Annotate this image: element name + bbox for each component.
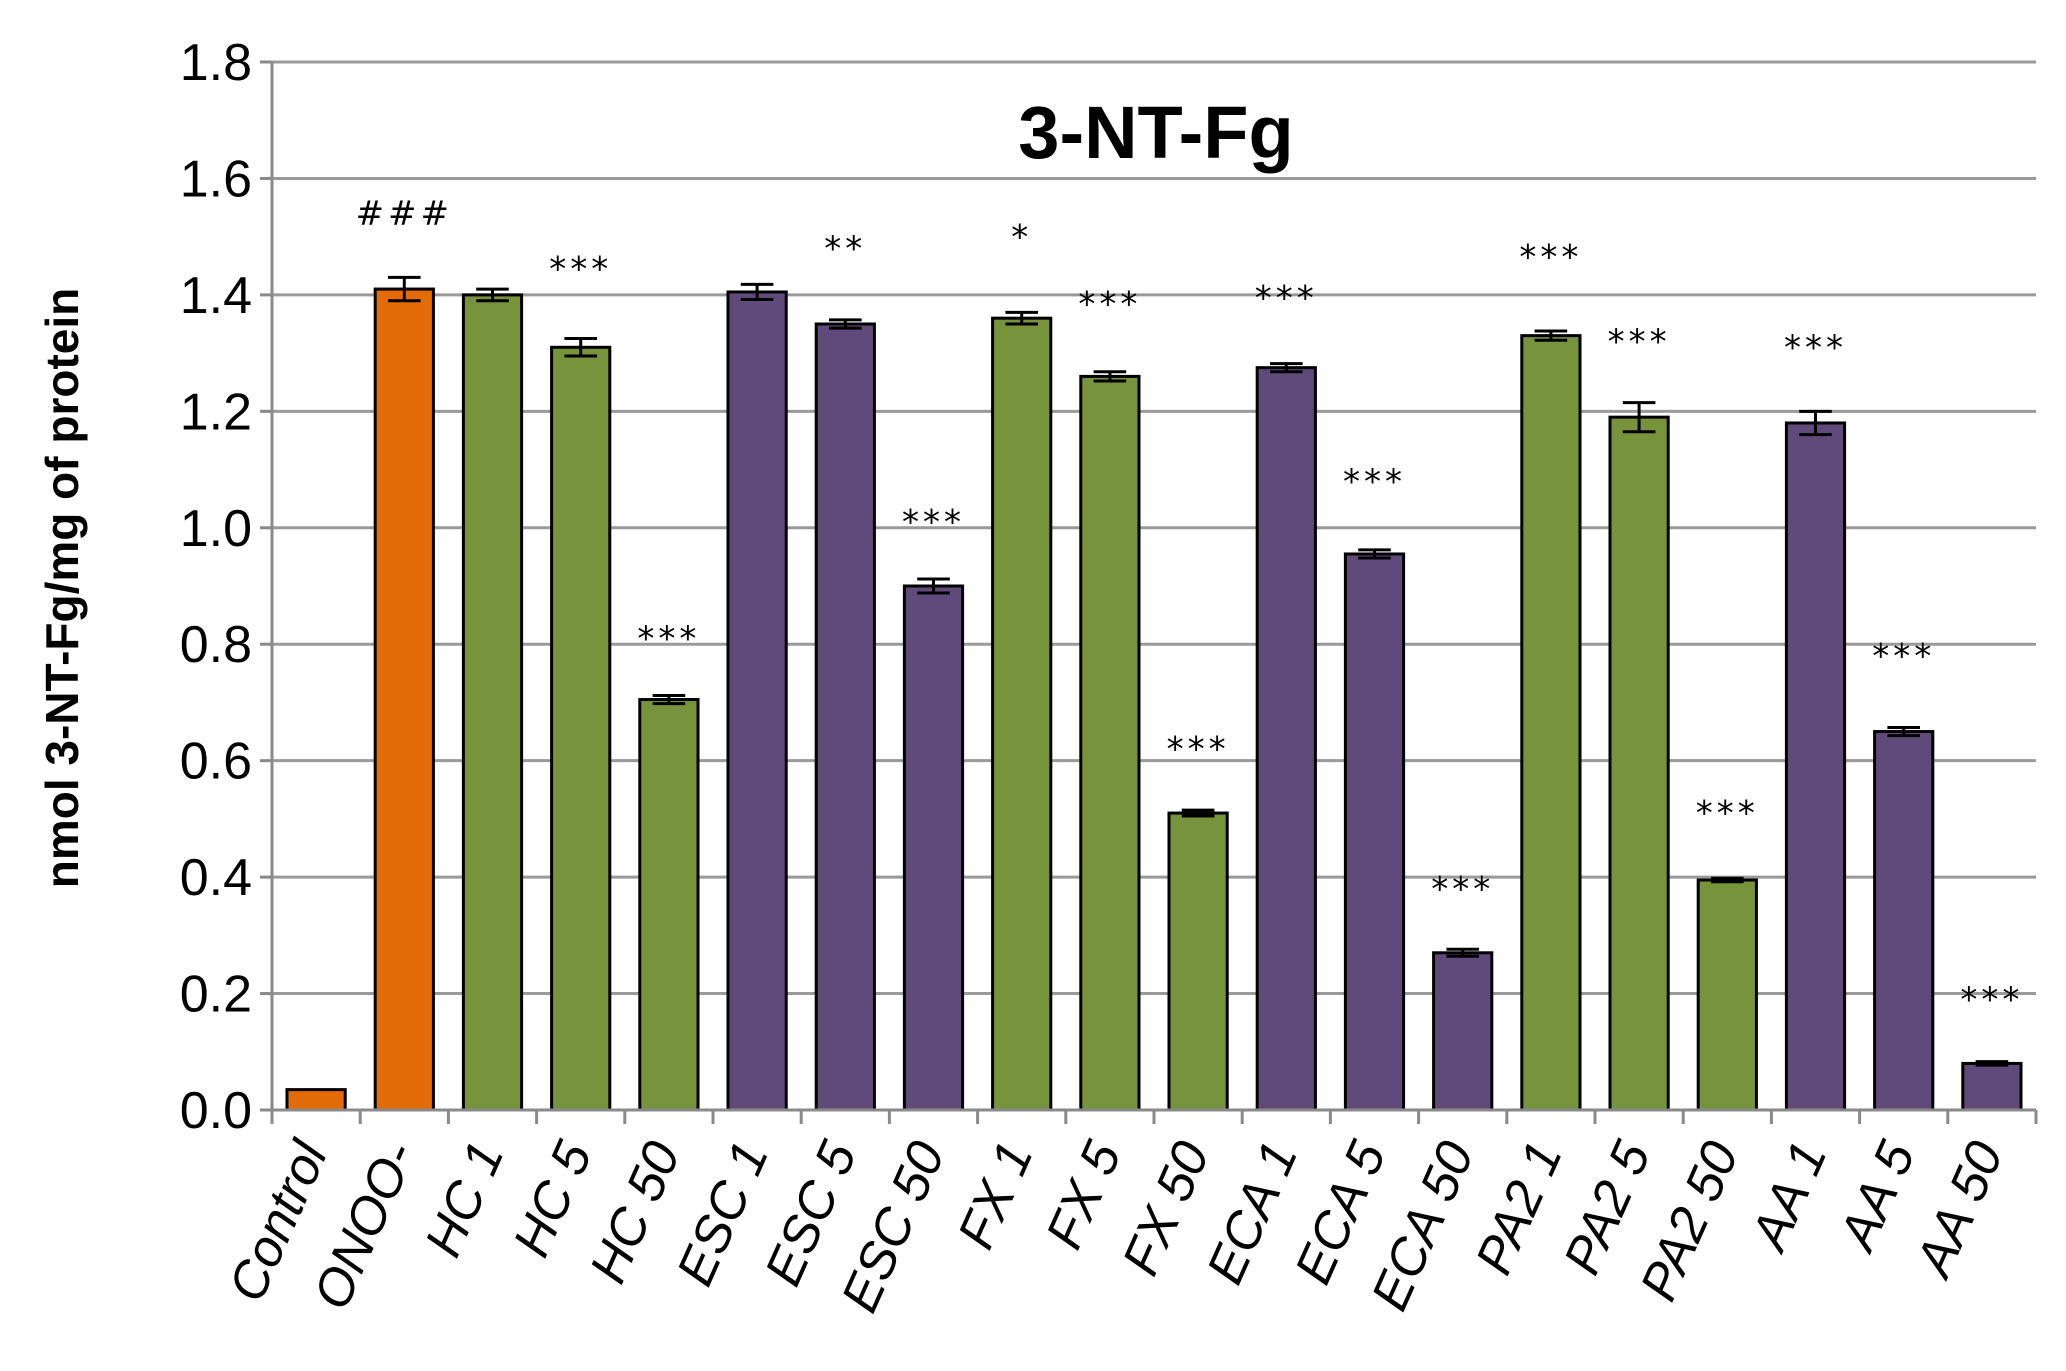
bar-pa2-1 (1520, 334, 1582, 1112)
bar-eca-1 (1255, 366, 1317, 1112)
bar-aa-1 (1784, 421, 1847, 1112)
bar-esc-50 (902, 584, 965, 1112)
y-tick-label: 0.4 (180, 849, 252, 907)
significance-label: *** (1078, 284, 1141, 324)
bar-aa-5 (1873, 730, 1935, 1112)
bar-control (285, 1088, 347, 1112)
bar-hc-1 (461, 293, 524, 1112)
significance-label: *** (1608, 322, 1671, 362)
bar-pa2-50 (1696, 878, 1758, 1112)
bar-fx-50 (1167, 811, 1229, 1112)
axes (260, 60, 2038, 1124)
significance-label: *** (1784, 328, 1847, 368)
bar-eca-50 (1432, 951, 1494, 1112)
x-tick-label: HC 1 (414, 1133, 515, 1265)
y-tick-label: 0.0 (180, 1082, 252, 1140)
significance-label: * (1011, 217, 1032, 257)
y-tick-label: 0.8 (180, 616, 252, 674)
significance-label: *** (1255, 278, 1318, 318)
x-tick-label: FX 5 (1035, 1132, 1133, 1257)
significance-label: *** (1519, 238, 1582, 278)
y-tick-label: 0.2 (180, 966, 252, 1024)
bar-aa-50 (1961, 1061, 2023, 1112)
gridlines (272, 60, 2036, 996)
y-tick-label: 1.4 (180, 267, 252, 325)
significance-label: ### (356, 194, 453, 234)
significance-label: ** (824, 229, 866, 269)
y-tick-label: 0.6 (180, 733, 252, 791)
significance-label: *** (637, 619, 700, 659)
bar-hc-5 (550, 345, 612, 1112)
significance-label: *** (1872, 637, 1935, 677)
y-tick-label: 1.2 (180, 383, 252, 441)
significance-label: *** (1167, 730, 1230, 770)
bar-esc-5 (814, 322, 876, 1112)
significance-label: *** (1431, 869, 1494, 909)
significance-label: *** (902, 503, 965, 543)
bar-onoo (373, 287, 435, 1112)
bars (285, 275, 2023, 1112)
bar-hc-50 (638, 698, 700, 1112)
bar-fx-1 (991, 316, 1053, 1112)
y-tick-label: 1.8 (180, 34, 252, 92)
bar-esc-1 (726, 290, 788, 1112)
significance-label: *** (1343, 462, 1406, 502)
bar-fx-5 (1079, 374, 1141, 1112)
x-tick-label: AA 1 (1739, 1133, 1838, 1261)
x-tick-label: AA 5 (1827, 1132, 1927, 1261)
significance-label: *** (549, 249, 612, 289)
y-axis-label: nmol 3-NT-Fg/mg of protein (36, 288, 88, 889)
significance-label: *** (1696, 794, 1759, 834)
significance-label: *** (1960, 980, 2023, 1020)
bar-eca-5 (1343, 552, 1406, 1112)
y-tick-label: 1.0 (180, 500, 252, 558)
x-tick-label: FX 1 (947, 1133, 1045, 1257)
y-tick-label: 1.6 (180, 150, 252, 208)
bar-pa2-5 (1608, 415, 1670, 1112)
chart-title: 3-NT-Fg (1018, 91, 1293, 174)
